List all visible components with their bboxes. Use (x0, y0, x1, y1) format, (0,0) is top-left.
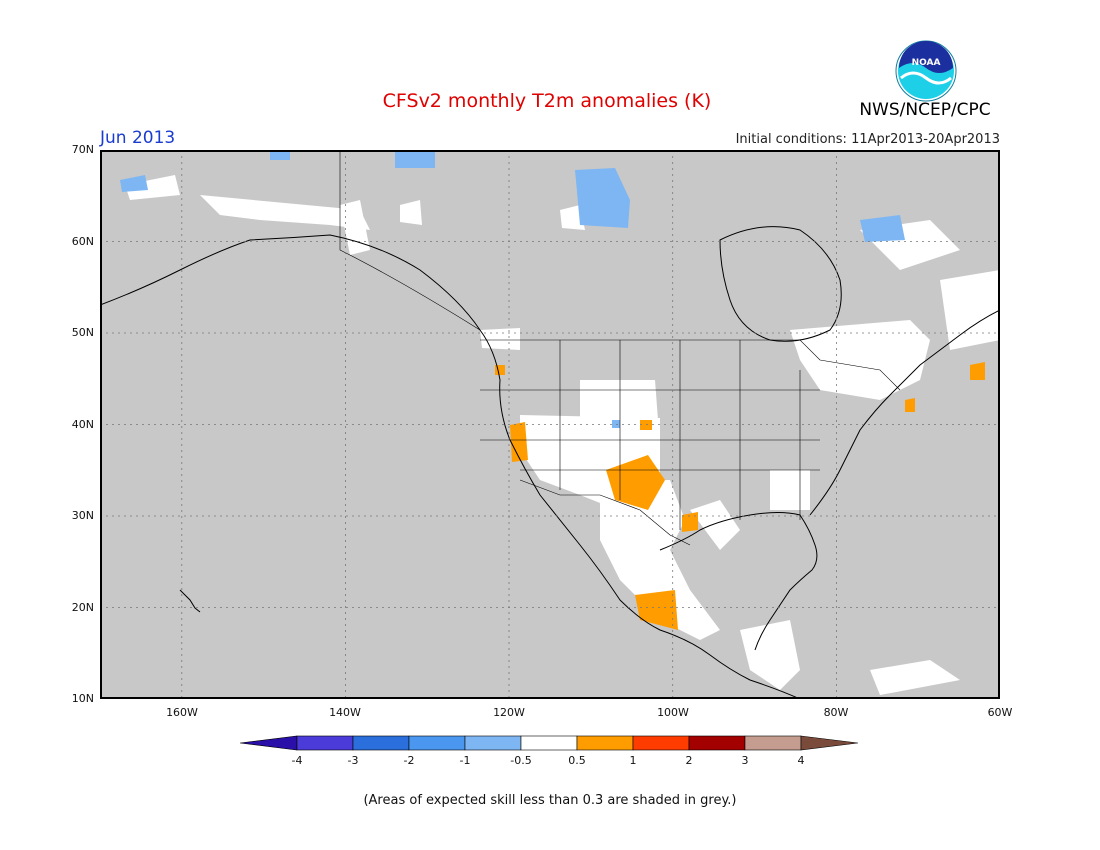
neutral-regions (125, 175, 1000, 695)
lat-label: 70N (71, 143, 94, 156)
colorbar (240, 735, 859, 751)
alaska-canada-border (339, 150, 481, 331)
quebec-cool (860, 215, 905, 242)
colorbar-tick-label: 3 (741, 754, 749, 767)
colorbar-tick-label: -2 (403, 754, 415, 767)
lon-label: 60W (987, 706, 1013, 719)
colorbar-tick-label: -1 (459, 754, 471, 767)
gulf-coast (659, 512, 818, 651)
lat-label: 60N (71, 235, 94, 248)
colorbar-box (632, 735, 690, 751)
colorbar-tick-label: 4 (797, 754, 805, 767)
canada-white-1 (400, 200, 422, 225)
atlantic-canada-white (940, 270, 1000, 350)
new-england-warm (905, 398, 915, 412)
hudson-bay-outline (719, 226, 842, 342)
lat-label: 40N (71, 418, 94, 431)
utah-cool (612, 420, 620, 428)
skill-footnote: (Areas of expected skill less than 0.3 a… (363, 793, 737, 808)
caribbean-white (870, 660, 960, 695)
arctic-cool (395, 152, 435, 168)
colorbar-box (296, 735, 354, 751)
anomaly-map (100, 150, 1000, 699)
southeast-white (770, 470, 810, 510)
forecast-month: Jun 2013 (100, 128, 176, 148)
negative-anomaly-regions (120, 152, 905, 428)
gulf-coast-white (690, 500, 740, 550)
lon-label: 80W (823, 706, 849, 719)
noaa-logo-icon: NOAA (895, 40, 957, 102)
colorbar-box (520, 735, 578, 751)
colorbar-tick-label: -3 (347, 754, 359, 767)
lat-label: 10N (71, 692, 94, 705)
lon-label: 120W (493, 706, 525, 719)
map-title: CFSv2 monthly T2m anomalies (K) (382, 90, 712, 112)
lat-label: 30N (71, 509, 94, 522)
organization-label: NWS/NCEP/CPC (859, 100, 991, 120)
us-canada-border (480, 339, 901, 391)
colorbar-low-arrow (240, 735, 298, 751)
lon-label: 100W (657, 706, 689, 719)
colorbar-box (688, 735, 746, 751)
atlantic-coast (809, 309, 1000, 516)
lon-label: 160W (166, 706, 198, 719)
hawaii-islands (179, 589, 201, 613)
colorbar-box (744, 735, 802, 751)
map-frame (100, 150, 1000, 699)
hudson-cool (575, 168, 630, 228)
colorbar-box (464, 735, 522, 751)
colorbar-high-arrow (800, 735, 859, 751)
lon-label: 140W (329, 706, 361, 719)
initial-conditions: Initial conditions: 11Apr2013-20Apr2013 (735, 132, 1000, 147)
lat-label: 50N (71, 326, 94, 339)
great-lakes-white (790, 320, 930, 400)
state-lines-horizontal (480, 389, 820, 471)
wyoming-white (580, 380, 658, 420)
pacific-coast (100, 234, 801, 699)
colorbar-box (352, 735, 410, 751)
colorbar-tick-label: 0.5 (568, 754, 586, 767)
texas-warm (682, 512, 698, 532)
colorbar-tick-label: -0.5 (510, 754, 532, 767)
colorbar-tick-label: 1 (629, 754, 637, 767)
colorado-warm (640, 420, 652, 430)
colorbar-box (576, 735, 634, 751)
coastlines (100, 226, 1000, 699)
colorbar-tick-label: -4 (291, 754, 303, 767)
pnw-white (480, 328, 520, 350)
mexico-warm (635, 590, 678, 630)
lat-label: 20N (71, 601, 94, 614)
positive-anomaly-regions (495, 362, 985, 630)
noaa-logo-text: NOAA (912, 58, 941, 68)
colorbar-tick-label: 2 (685, 754, 693, 767)
alaska-cool (120, 175, 148, 192)
alaska-white-band (200, 195, 370, 230)
gridlines (100, 150, 1000, 699)
colorbar-box (408, 735, 466, 751)
maritimes-warm (970, 362, 985, 380)
mexico-white (600, 480, 720, 640)
oregon-warm (495, 365, 505, 375)
us-mexico-border (519, 479, 691, 546)
state-lines-vertical (559, 340, 801, 530)
arctic-cool-2 (270, 152, 290, 160)
new-mexico-warm (606, 455, 665, 510)
alaska-north-white (125, 175, 180, 200)
california-warm (510, 422, 528, 462)
borders (339, 150, 901, 546)
central-america-white (740, 620, 800, 690)
